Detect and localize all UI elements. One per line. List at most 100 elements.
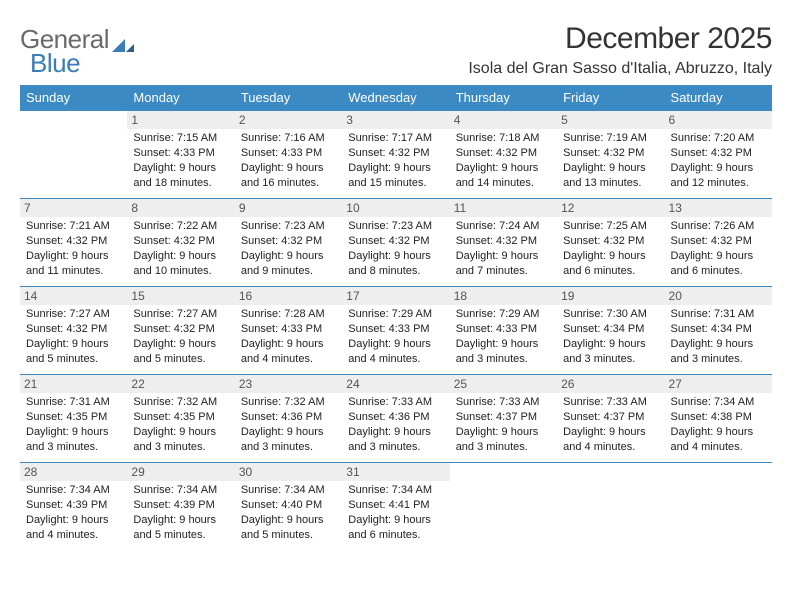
day-wrap: 19 Sunrise: 7:30 AMSunset: 4:34 PMDayligh… [557, 286, 664, 374]
day-info: Sunrise: 7:15 AMSunset: 4:33 PMDaylight:… [133, 131, 228, 190]
weekday-header: Thursday [450, 85, 557, 110]
calendar-day-cell: 5 Sunrise: 7:19 AMSunset: 4:32 PMDaylight… [557, 110, 664, 198]
day-number: 14 [20, 287, 127, 305]
weekday-header: Monday [127, 85, 234, 110]
day-wrap: 30Sunrise: 7:34 AMSunset: 4:40 PMDayligh… [235, 462, 342, 550]
day-info: Sunrise: 7:34 AMSunset: 4:39 PMDaylight:… [26, 483, 121, 542]
day-info: Sunrise: 7:25 AMSunset: 4:32 PMDaylight:… [563, 219, 658, 278]
day-wrap [20, 110, 127, 198]
calendar-day-cell: 14 Sunrise: 7:27 AMSunset: 4:32 PMDayligh… [20, 286, 127, 374]
calendar-day-cell [557, 462, 664, 550]
calendar-day-cell: 25Sunrise: 7:33 AMSunset: 4:37 PMDayligh… [450, 374, 557, 462]
calendar-day-cell: 28Sunrise: 7:34 AMSunset: 4:39 PMDayligh… [20, 462, 127, 550]
month-title: December 2025 [468, 22, 772, 56]
day-wrap: 8 Sunrise: 7:22 AMSunset: 4:32 PMDaylight… [127, 198, 234, 286]
calendar-day-cell: 29 Sunrise: 7:34 AMSunset: 4:39 PMDayligh… [127, 462, 234, 550]
calendar-day-cell: 6 Sunrise: 7:20 AMSunset: 4:32 PMDaylight… [665, 110, 772, 198]
day-info: Sunrise: 7:17 AMSunset: 4:32 PMDaylight:… [348, 131, 443, 190]
day-info: Sunrise: 7:19 AMSunset: 4:32 PMDaylight:… [563, 131, 658, 190]
calendar-table: SundayMondayTuesdayWednesdayThursdayFrid… [20, 85, 772, 550]
day-wrap: 14 Sunrise: 7:27 AMSunset: 4:32 PMDayligh… [20, 286, 127, 374]
day-wrap: 18 Sunrise: 7:29 AMSunset: 4:33 PMDayligh… [450, 286, 557, 374]
day-wrap: 12Sunrise: 7:25 AMSunset: 4:32 PMDayligh… [557, 198, 664, 286]
day-info: Sunrise: 7:29 AMSunset: 4:33 PMDaylight:… [456, 307, 551, 366]
day-wrap: 1Sunrise: 7:15 AMSunset: 4:33 PMDaylight… [127, 110, 234, 198]
day-wrap: 27Sunrise: 7:34 AMSunset: 4:38 PMDayligh… [665, 374, 772, 462]
day-wrap: 20 Sunrise: 7:31 AMSunset: 4:34 PMDayligh… [665, 286, 772, 374]
day-number: 5 [557, 111, 664, 129]
calendar-day-cell: 20 Sunrise: 7:31 AMSunset: 4:34 PMDayligh… [665, 286, 772, 374]
day-info: Sunrise: 7:33 AMSunset: 4:37 PMDaylight:… [563, 395, 658, 454]
day-number: 20 [665, 287, 772, 305]
day-number: 30 [235, 463, 342, 481]
calendar-day-cell: 8 Sunrise: 7:22 AMSunset: 4:32 PMDaylight… [127, 198, 234, 286]
weekday-header-row: SundayMondayTuesdayWednesdayThursdayFrid… [20, 85, 772, 110]
day-info: Sunrise: 7:34 AMSunset: 4:38 PMDaylight:… [671, 395, 766, 454]
calendar-day-cell: 15Sunrise: 7:27 AMSunset: 4:32 PMDayligh… [127, 286, 234, 374]
calendar-day-cell: 27Sunrise: 7:34 AMSunset: 4:38 PMDayligh… [665, 374, 772, 462]
weekday-header: Saturday [665, 85, 772, 110]
location-text: Isola del Gran Sasso d'Italia, Abruzzo, … [468, 60, 772, 78]
day-number: 25 [450, 375, 557, 393]
day-wrap: 21Sunrise: 7:31 AMSunset: 4:35 PMDayligh… [20, 374, 127, 462]
day-info: Sunrise: 7:23 AMSunset: 4:32 PMDaylight:… [241, 219, 336, 278]
day-wrap: 6 Sunrise: 7:20 AMSunset: 4:32 PMDaylight… [665, 110, 772, 198]
day-number: 6 [665, 111, 772, 129]
day-info: Sunrise: 7:34 AMSunset: 4:41 PMDaylight:… [348, 483, 443, 542]
calendar-day-cell: 31 Sunrise: 7:34 AMSunset: 4:41 PMDayligh… [342, 462, 449, 550]
day-info: Sunrise: 7:16 AMSunset: 4:33 PMDaylight:… [241, 131, 336, 190]
weekday-header: Friday [557, 85, 664, 110]
calendar-page: General Blue December 2025 Isola del Gra… [0, 0, 792, 612]
day-info: Sunrise: 7:23 AMSunset: 4:32 PMDaylight:… [348, 219, 443, 278]
day-info: Sunrise: 7:22 AMSunset: 4:32 PMDaylight:… [133, 219, 228, 278]
day-number: 21 [20, 375, 127, 393]
calendar-day-cell: 9Sunrise: 7:23 AMSunset: 4:32 PMDaylight… [235, 198, 342, 286]
day-wrap: 4 Sunrise: 7:18 AMSunset: 4:32 PMDaylight… [450, 110, 557, 198]
day-number: 22 [127, 375, 234, 393]
calendar-week-row: 28Sunrise: 7:34 AMSunset: 4:39 PMDayligh… [20, 462, 772, 550]
day-info: Sunrise: 7:18 AMSunset: 4:32 PMDaylight:… [456, 131, 551, 190]
day-number: 26 [557, 375, 664, 393]
day-number: 31 [342, 463, 449, 481]
day-number: 8 [127, 199, 234, 217]
calendar-day-cell: 22Sunrise: 7:32 AMSunset: 4:35 PMDayligh… [127, 374, 234, 462]
day-number: 4 [450, 111, 557, 129]
day-number: 10 [342, 199, 449, 217]
day-wrap: 17Sunrise: 7:29 AMSunset: 4:33 PMDayligh… [342, 286, 449, 374]
day-wrap [450, 462, 557, 550]
day-wrap: 23Sunrise: 7:32 AMSunset: 4:36 PMDayligh… [235, 374, 342, 462]
day-info: Sunrise: 7:31 AMSunset: 4:34 PMDaylight:… [671, 307, 766, 366]
day-number: 19 [557, 287, 664, 305]
day-wrap: 24Sunrise: 7:33 AMSunset: 4:36 PMDayligh… [342, 374, 449, 462]
day-wrap: 22Sunrise: 7:32 AMSunset: 4:35 PMDayligh… [127, 374, 234, 462]
day-wrap: 10 Sunrise: 7:23 AMSunset: 4:32 PMDayligh… [342, 198, 449, 286]
calendar-day-cell: 23Sunrise: 7:32 AMSunset: 4:36 PMDayligh… [235, 374, 342, 462]
weekday-header: Tuesday [235, 85, 342, 110]
day-info: Sunrise: 7:30 AMSunset: 4:34 PMDaylight:… [563, 307, 658, 366]
day-number: 18 [450, 287, 557, 305]
calendar-day-cell: 17Sunrise: 7:29 AMSunset: 4:33 PMDayligh… [342, 286, 449, 374]
day-info: Sunrise: 7:21 AMSunset: 4:32 PMDaylight:… [26, 219, 121, 278]
day-info: Sunrise: 7:32 AMSunset: 4:36 PMDaylight:… [241, 395, 336, 454]
day-number: 3 [342, 111, 449, 129]
day-number: 17 [342, 287, 449, 305]
day-info: Sunrise: 7:34 AMSunset: 4:39 PMDaylight:… [133, 483, 228, 542]
day-info: Sunrise: 7:27 AMSunset: 4:32 PMDaylight:… [133, 307, 228, 366]
day-wrap: 7Sunrise: 7:21 AMSunset: 4:32 PMDaylight… [20, 198, 127, 286]
day-number: 16 [235, 287, 342, 305]
calendar-day-cell: 11Sunrise: 7:24 AMSunset: 4:32 PMDayligh… [450, 198, 557, 286]
day-wrap: 13Sunrise: 7:26 AMSunset: 4:32 PMDayligh… [665, 198, 772, 286]
day-number: 29 [127, 463, 234, 481]
day-number: 2 [235, 111, 342, 129]
calendar-day-cell: 7Sunrise: 7:21 AMSunset: 4:32 PMDaylight… [20, 198, 127, 286]
day-info: Sunrise: 7:27 AMSunset: 4:32 PMDaylight:… [26, 307, 121, 366]
day-info: Sunrise: 7:20 AMSunset: 4:32 PMDaylight:… [671, 131, 766, 190]
calendar-week-row: 7Sunrise: 7:21 AMSunset: 4:32 PMDaylight… [20, 198, 772, 286]
day-wrap: 25Sunrise: 7:33 AMSunset: 4:37 PMDayligh… [450, 374, 557, 462]
calendar-day-cell: 12Sunrise: 7:25 AMSunset: 4:32 PMDayligh… [557, 198, 664, 286]
day-wrap: 16Sunrise: 7:28 AMSunset: 4:33 PMDayligh… [235, 286, 342, 374]
day-wrap: 11Sunrise: 7:24 AMSunset: 4:32 PMDayligh… [450, 198, 557, 286]
logo: General Blue [20, 22, 80, 79]
calendar-week-row: 21Sunrise: 7:31 AMSunset: 4:35 PMDayligh… [20, 374, 772, 462]
day-wrap: 15Sunrise: 7:27 AMSunset: 4:32 PMDayligh… [127, 286, 234, 374]
